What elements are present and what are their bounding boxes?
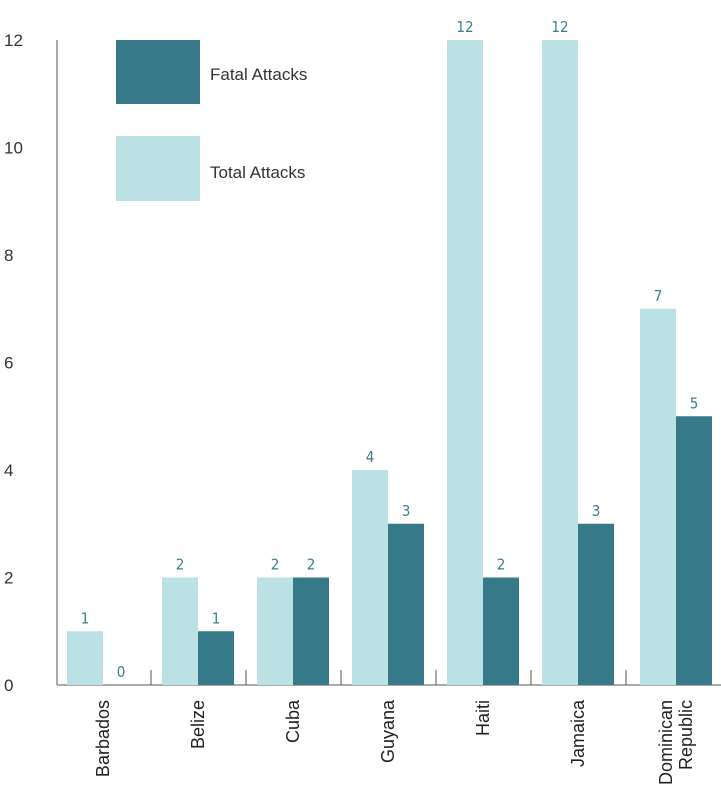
x-tick-label-cuba: Cuba [283, 699, 303, 743]
bar-total-attacks-dominican-republic [640, 308, 676, 685]
y-tick-label-8: 8 [4, 246, 13, 265]
x-tick-label-guyana: Guyana [378, 699, 398, 763]
legend: Fatal Attacks Total Attacks [116, 40, 307, 201]
bar-total-attacks-haiti [447, 40, 483, 685]
bar-total-attacks-belize [162, 577, 198, 685]
data-label-total-attacks-cuba: 2 [271, 556, 280, 574]
bar-fatal-attacks-belize [198, 631, 234, 685]
x-tick-label-barbados: Barbados [93, 700, 113, 777]
x-tick-label-haiti: Haiti [473, 700, 493, 736]
bar-total-attacks-jamaica [542, 40, 578, 685]
y-tick-label-6: 6 [4, 354, 13, 373]
x-axis-tick-labels: Barbados Belize Cuba Guyana Haiti Jamaica Domi… [93, 699, 696, 785]
legend-label-fatal-attacks: Fatal Attacks [210, 65, 307, 84]
data-label-fatal-attacks-guyana: 3 [402, 502, 411, 520]
data-label-fatal-attacks-dominican-republic: 5 [690, 394, 699, 412]
data-label-total-attacks-belize: 2 [176, 556, 185, 574]
data-label-total-attacks-jamaica: 12 [551, 18, 568, 36]
y-tick-label-0: 0 [4, 676, 13, 695]
bar-fatal-attacks-guyana [388, 523, 424, 685]
legend-swatch-fatal-attacks [116, 40, 200, 104]
data-label-total-attacks-dominican-republic: 7 [654, 287, 663, 305]
data-label-fatal-attacks-barbados: 0 [117, 663, 126, 681]
bar-total-attacks-guyana [352, 470, 388, 685]
data-label-total-attacks-haiti: 12 [456, 18, 473, 36]
x-tick-label-belize: Belize [188, 700, 208, 749]
y-tick-label-12: 12 [4, 31, 23, 50]
data-label-fatal-attacks-belize: 1 [212, 609, 221, 627]
data-label-fatal-attacks-haiti: 2 [497, 556, 506, 574]
legend-swatch-total-attacks [116, 136, 200, 201]
y-tick-label-10: 10 [4, 139, 23, 158]
data-label-fatal-attacks-jamaica: 3 [592, 502, 601, 520]
x-tick-label-republic: Republic [676, 700, 696, 770]
data-label-total-attacks-barbados: 1 [81, 609, 90, 627]
bars [67, 40, 712, 685]
x-tick-label-dominican: Dominican [656, 700, 676, 785]
bar-fatal-attacks-jamaica [578, 523, 614, 685]
bar-fatal-attacks-cuba [293, 577, 329, 685]
data-label-fatal-attacks-cuba: 2 [307, 556, 316, 574]
bar-fatal-attacks-haiti [483, 577, 519, 685]
bar-total-attacks-cuba [257, 577, 293, 685]
bar-total-attacks-barbados [67, 631, 103, 685]
x-axis-minor-ticks [150, 670, 627, 685]
y-axis-ticks: 0 2 4 6 8 10 12 [4, 31, 23, 695]
x-tick-label-jamaica: Jamaica [568, 699, 588, 767]
bar-fatal-attacks-dominican-republic [676, 416, 712, 685]
y-tick-label-2: 2 [4, 569, 13, 588]
legend-label-total-attacks: Total Attacks [210, 163, 305, 182]
data-label-total-attacks-guyana: 4 [366, 448, 375, 466]
y-tick-label-4: 4 [4, 461, 13, 480]
